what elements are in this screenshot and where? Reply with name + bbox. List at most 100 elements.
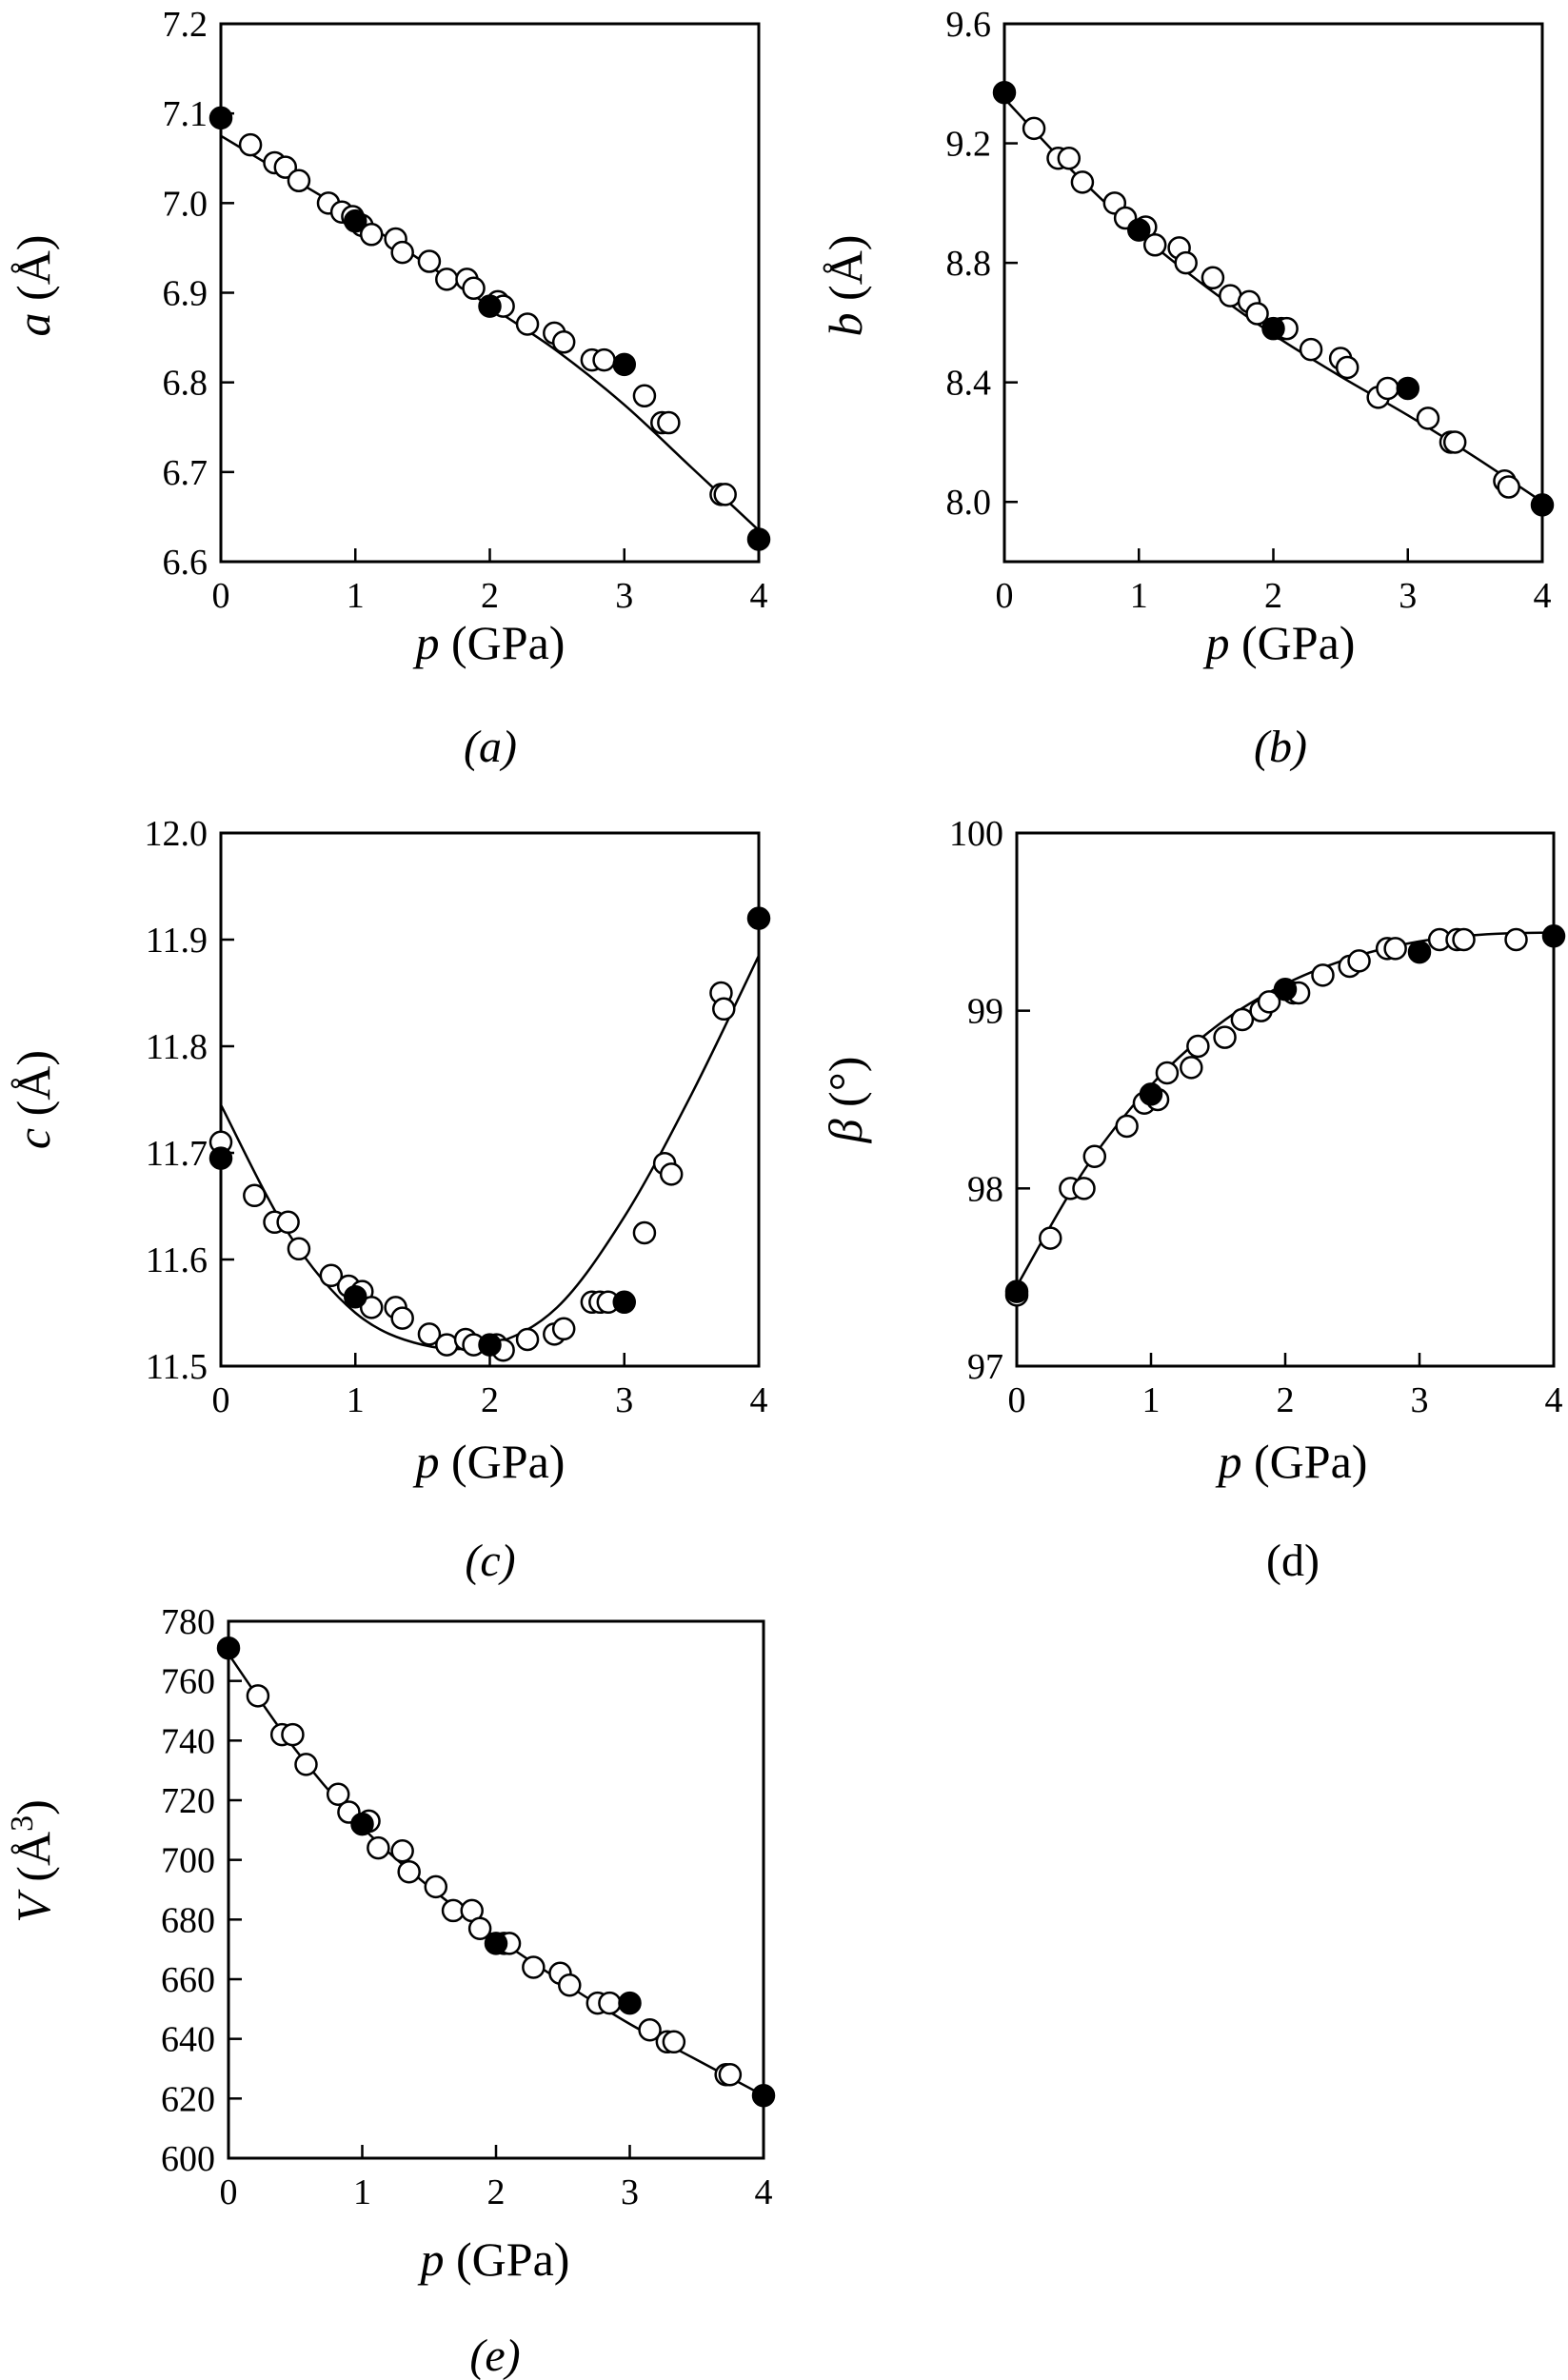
panel-b-open-point <box>1174 250 1198 275</box>
panel-c-y-tick-label: 11.9 <box>146 921 208 961</box>
panel-a: a (Å) p (GPa) (a) 0 1 2 3 4 6.6 6.7 6.8 6.9 7.0 7.… <box>7 5 771 772</box>
panel-d-y-tick-label: 100 <box>949 814 1003 854</box>
panel-e-filled-point <box>216 1636 241 1660</box>
panel-d-filled-point <box>1139 1082 1163 1106</box>
panel-c-open-point <box>632 1220 657 1245</box>
panel-c-open-point <box>435 1333 459 1357</box>
panel-c-y-tick-label: 11.6 <box>146 1240 208 1280</box>
panel-e-ylabel: V (Å3) <box>5 1799 61 1922</box>
panel-c-filled-point <box>746 906 771 930</box>
panel-a-open-point <box>551 330 576 354</box>
panel-a-fit-curve <box>220 134 760 531</box>
panel-e-filled-point <box>484 1932 508 1955</box>
panel-b-y-tick-label: 8.4 <box>946 364 992 404</box>
panel-d-filled-point <box>1541 924 1566 948</box>
panel-c-open-point <box>359 1296 384 1319</box>
panel-d-open-point <box>1155 1061 1180 1085</box>
panel-d-open-point <box>1383 937 1407 961</box>
panel-b-open-point <box>1245 302 1269 326</box>
panel-d-filled-point <box>1273 978 1298 1002</box>
panel-b-x-tick-label: 1 <box>1130 576 1148 616</box>
panel-e-open-point <box>326 1782 350 1806</box>
panel-e-filled-point <box>751 2083 776 2108</box>
panel-e-y-tick-label: 760 <box>161 1662 215 1702</box>
panel-e-y-tick-label: 660 <box>161 1960 215 2000</box>
panel-c-open-point <box>243 1183 267 1208</box>
panel-b-filled-point <box>992 80 1017 105</box>
panel-c-filled-point <box>478 1333 502 1357</box>
panel-a-y-tick-label: 7.1 <box>163 94 208 134</box>
panel-e-xlabel: p (GPa) <box>418 2232 570 2286</box>
panel-e-open-point <box>522 1955 546 1979</box>
panel-b-open-point <box>1416 407 1440 430</box>
panel-c-caption: (c) <box>465 1536 515 1586</box>
panel-e-y-tick-label: 780 <box>161 1602 215 1642</box>
panel-a-open-point <box>435 268 459 291</box>
panel-e-fit-curve <box>227 1653 764 2097</box>
panel-d: β (°) p (GPa) (d) 0 1 2 3 4 97 98 99 100 <box>819 814 1566 1586</box>
panel-b-filled-point <box>1396 376 1419 401</box>
panel-e-y-tick-label: 700 <box>161 1841 215 1881</box>
panel-e-y-tick-label: 680 <box>161 1900 215 1940</box>
panel-d-xlabel: p (GPa) <box>1216 1435 1368 1488</box>
panel-e-x-tick-label: 0 <box>220 2172 238 2212</box>
panel-b-x-tick-label: 0 <box>996 576 1014 616</box>
panel-d-filled-point <box>1004 1279 1029 1303</box>
panel-d-open-point <box>1115 1114 1139 1139</box>
panel-e-open-point <box>246 1684 270 1708</box>
panel-d-x-tick-label: 2 <box>1277 1380 1295 1420</box>
panel-a-y-tick-label: 7.2 <box>163 5 208 45</box>
panel-c-filled-point <box>344 1284 367 1309</box>
panel-b-ylabel: b (Å) <box>819 235 872 337</box>
panel-e: V (Å3) p (GPa) (e) 0 1 2 3 4 600 620 640 660 680 7… <box>5 1602 776 2380</box>
panel-a-y-tick-label: 7.0 <box>163 184 208 224</box>
panel-e-open-point <box>367 1835 390 1860</box>
panel-c-open-point <box>417 1322 442 1346</box>
panel-b-xlabel: p (GPa) <box>1203 616 1356 669</box>
panel-e-x-tick-label: 1 <box>353 2172 371 2212</box>
panel-b-open-point <box>1497 475 1520 499</box>
panel-b-y-tick-label: 9.2 <box>946 125 992 165</box>
panel-c-x-tick-label: 1 <box>347 1380 365 1420</box>
panel-a-x-tick-label: 2 <box>481 576 499 616</box>
panel-e-plot-frame <box>227 1619 765 2160</box>
panel-a-open-point <box>592 347 616 372</box>
panel-c-y-tick-label: 12.0 <box>145 814 208 854</box>
panel-c-open-point <box>287 1237 311 1261</box>
panel-d-x-tick-label: 3 <box>1411 1380 1429 1420</box>
panel-e-y-tick-label: 620 <box>161 2079 215 2119</box>
panel-c-x-tick-label: 2 <box>481 1380 499 1420</box>
panel-b-y-tick-label: 8.8 <box>946 244 992 284</box>
panel-e-filled-point <box>350 1812 374 1836</box>
panel-a-filled-point <box>344 208 367 233</box>
panel-d-ylabel: β (°) <box>819 1057 872 1144</box>
panel-b-open-point <box>1299 337 1323 362</box>
panel-e-open-point <box>281 1722 305 1747</box>
panel-a-open-point <box>515 312 540 336</box>
panel-b-filled-point <box>1127 218 1151 242</box>
panel-b-caption: (b) <box>1254 722 1307 772</box>
panel-a-open-point <box>238 132 263 157</box>
panel-a-filled-point <box>208 106 233 130</box>
panel-d-open-point <box>1311 963 1335 987</box>
panel-a-open-point <box>632 384 657 408</box>
panel-b-x-tick-label: 3 <box>1399 576 1417 616</box>
panel-e-filled-point <box>618 1991 642 2015</box>
panel-d-plot-frame <box>1015 831 1556 1368</box>
panel-c-y-tick-label: 11.8 <box>146 1027 208 1067</box>
panel-c-x-tick-label: 4 <box>750 1380 768 1420</box>
panel-e-x-tick-label: 2 <box>487 2172 506 2212</box>
panel-c-open-point <box>551 1317 576 1341</box>
panel-a-ylabel: a (Å) <box>7 235 60 337</box>
panel-d-open-point <box>1504 927 1528 952</box>
panel-a-y-tick-label: 6.8 <box>163 364 208 404</box>
panel-d-open-point <box>1347 949 1371 973</box>
panel-a-open-point <box>359 223 384 247</box>
panel-a-xlabel: p (GPa) <box>413 616 566 669</box>
panel-a-open-point <box>390 240 414 265</box>
panel-c-open-point <box>712 997 736 1021</box>
panel-d-y-tick-label: 98 <box>967 1169 1003 1209</box>
panel-a-x-tick-label: 1 <box>347 576 365 616</box>
panel-e-open-point <box>662 2030 686 2054</box>
